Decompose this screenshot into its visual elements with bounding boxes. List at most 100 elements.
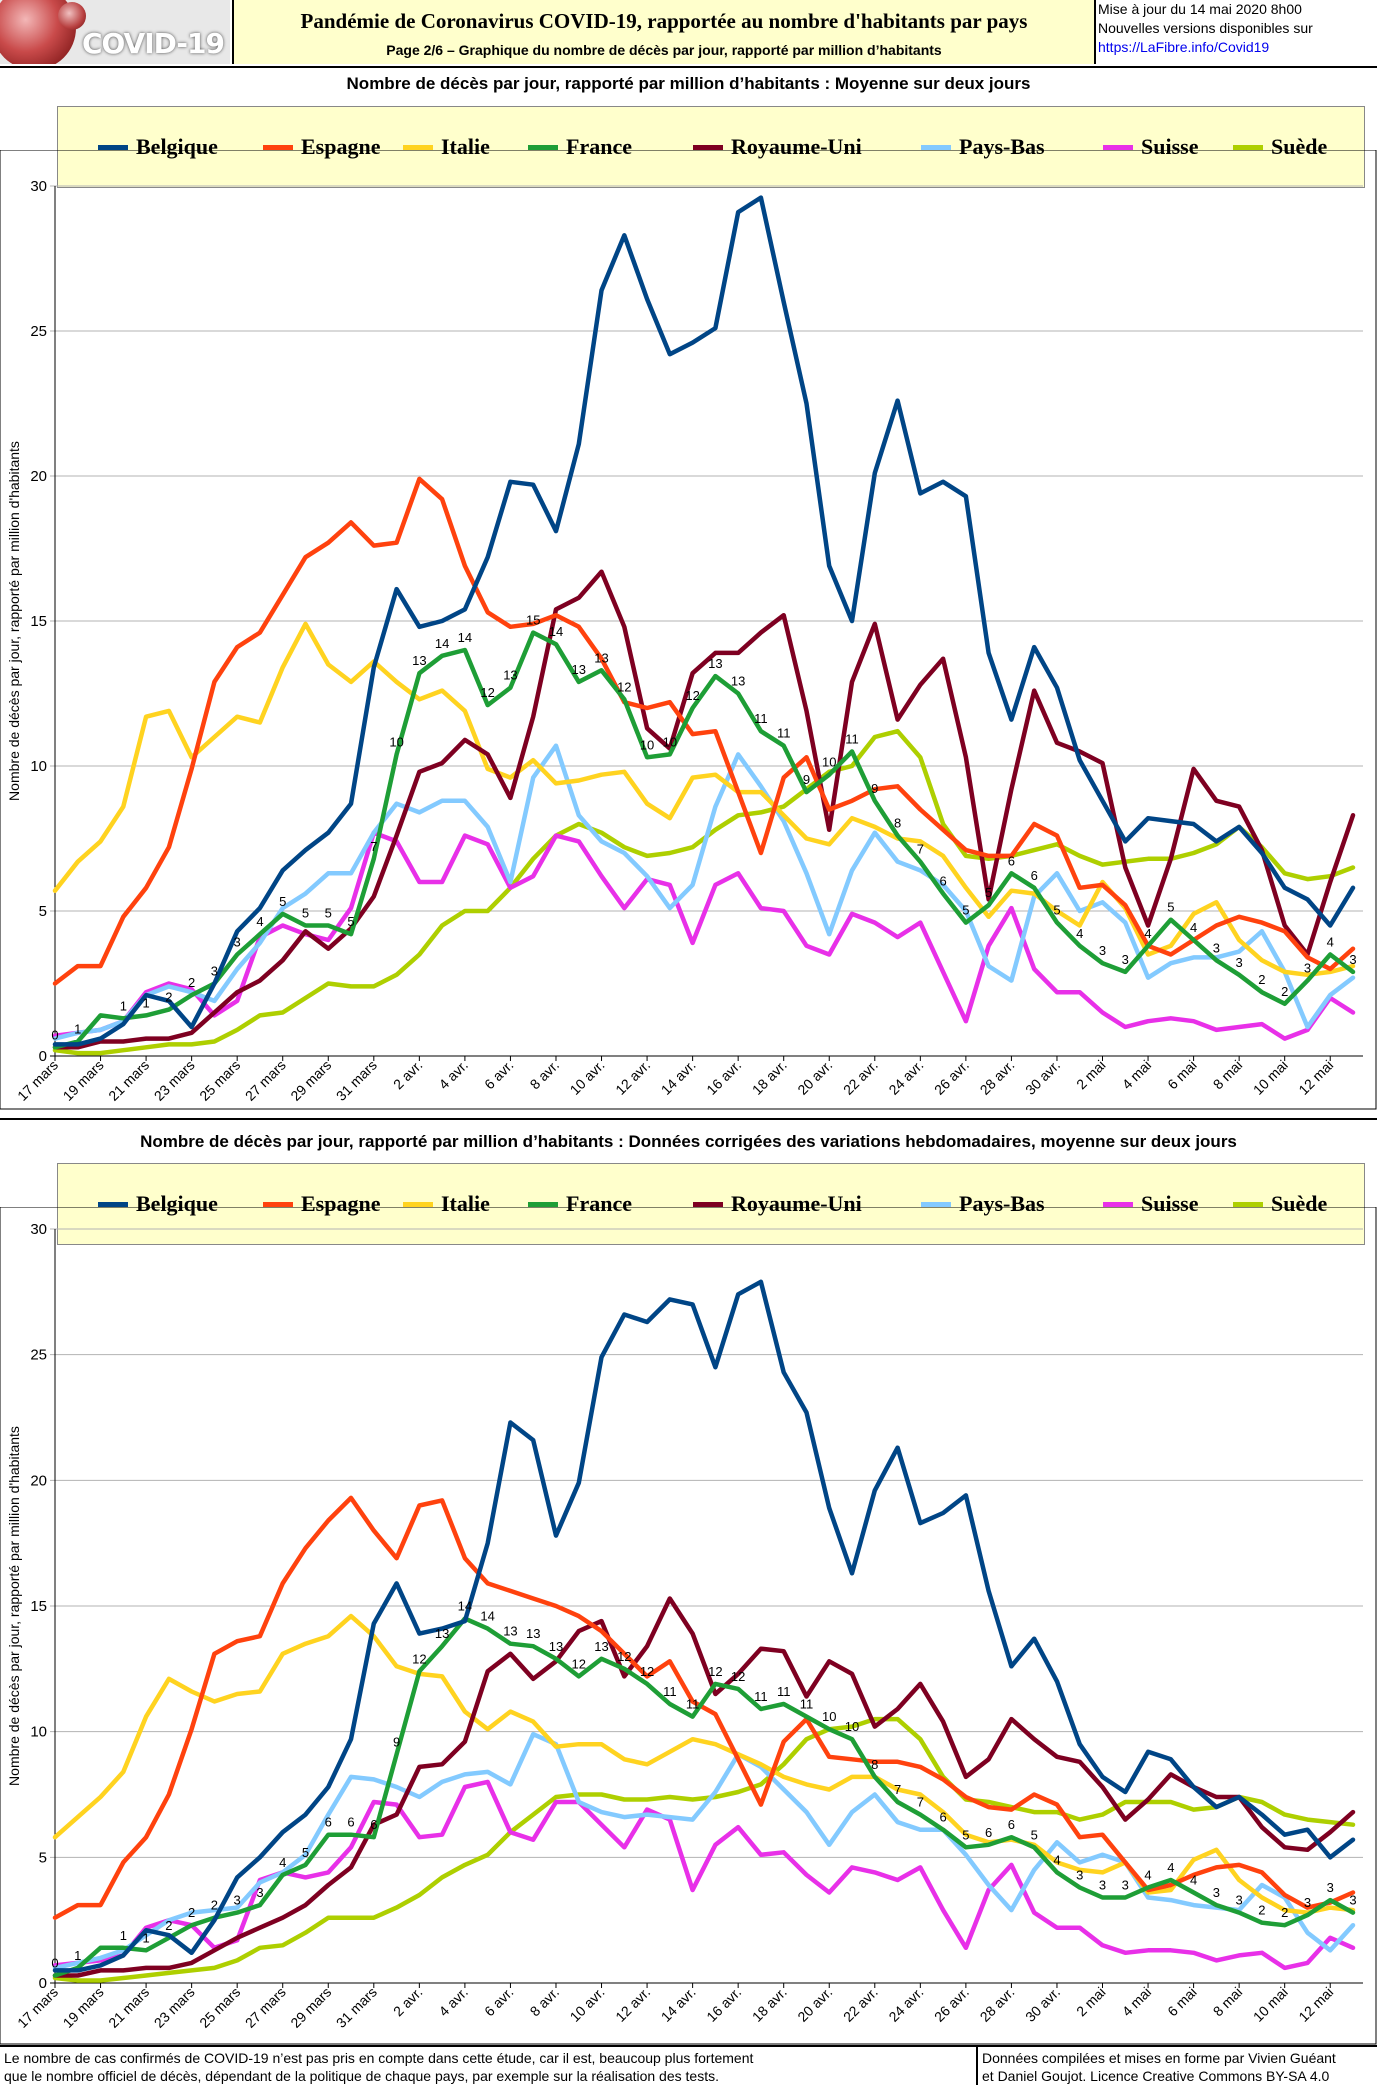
x-tick-label: 23 mars <box>151 1057 198 1104</box>
data-label: 7 <box>370 839 377 854</box>
legend-swatch <box>1233 1201 1263 1207</box>
series-line-italie <box>52 621 1356 978</box>
data-label: 3 <box>1304 961 1311 976</box>
data-label: 14 <box>435 636 449 651</box>
data-label: 14 <box>480 1609 494 1624</box>
data-label: 12 <box>640 1664 654 1679</box>
data-label: 1 <box>120 998 127 1013</box>
x-tick-label: 2 mai <box>1073 1984 1109 2020</box>
chart2-legend: Belgique Espagne Italie France Royaume-Uni Pa… <box>57 1163 1365 1245</box>
x-tick-label: 2 mai <box>1073 1057 1109 1093</box>
data-label: 5 <box>962 903 969 918</box>
legend-label: Espagne <box>301 1191 381 1216</box>
data-label: 11 <box>800 1697 814 1712</box>
data-label: 2 <box>1258 972 1265 987</box>
x-tick-label: 17 mars <box>14 1984 61 2031</box>
data-label: 13 <box>594 650 608 665</box>
data-label: 5 <box>1167 900 1174 915</box>
update-link[interactable]: https://LaFibre.info/Covid19 <box>1098 39 1270 55</box>
y-tick-label: 0 <box>39 1975 47 1992</box>
data-label: 8 <box>894 816 901 831</box>
data-label: 0 <box>51 1027 58 1042</box>
data-label: 5 <box>302 1845 309 1860</box>
x-tick-label: 18 avr. <box>749 1984 790 2025</box>
legend-swatch <box>1103 144 1133 150</box>
data-label: 6 <box>1008 853 1015 868</box>
x-tick-label: 4 mai <box>1119 1057 1155 1093</box>
series-line-royaume-uni <box>52 569 1356 1050</box>
data-label: 5 <box>985 885 992 900</box>
data-label: 9 <box>871 781 878 796</box>
update-box: Mise à jour du 14 mai 2020 8h00 Nouvelle… <box>1098 0 1373 64</box>
data-label: 3 <box>234 935 241 950</box>
data-label: 12 <box>572 1656 586 1671</box>
data-label: 10 <box>822 1709 836 1724</box>
data-label: 2 <box>165 1918 172 1933</box>
x-tick-label: 16 avr. <box>703 1057 744 1098</box>
data-label: 12 <box>617 1649 631 1664</box>
x-tick-label: 20 avr. <box>794 1057 835 1098</box>
data-label: 2 <box>1281 1905 1288 1920</box>
legend-label: Royaume-Uni <box>731 1191 862 1216</box>
legend-swatch <box>98 144 128 150</box>
data-label: 11 <box>845 732 859 747</box>
x-tick-label: 24 avr. <box>885 1984 926 2025</box>
data-label: 6 <box>939 1810 946 1825</box>
data-label: 2 <box>211 1898 218 1913</box>
footer-credits-line2: et Daniel Goujot. Licence Creative Commo… <box>982 2068 1330 2084</box>
x-tick-label: 12 avr. <box>612 1057 653 1098</box>
x-tick-label: 8 mai <box>1210 1984 1246 2020</box>
data-label: 3 <box>1122 1878 1129 1893</box>
data-label: 11 <box>754 1689 768 1704</box>
x-tick-label: 30 avr. <box>1022 1984 1063 2025</box>
data-label: 10 <box>640 737 654 752</box>
x-tick-label: 6 avr. <box>481 1984 517 2020</box>
y-axis-label: Nombre de décès par jour, rapporté par m… <box>6 1426 22 1786</box>
x-tick-label: 8 avr. <box>527 1984 563 2020</box>
data-label: 3 <box>1236 955 1243 970</box>
x-tick-label: 12 mai <box>1295 1984 1336 2025</box>
y-tick-label: 20 <box>30 1472 47 1489</box>
series-line-belgique <box>52 1279 1356 1973</box>
data-label: 3 <box>1213 940 1220 955</box>
data-label: 5 <box>279 894 286 909</box>
data-label: 13 <box>526 1626 540 1641</box>
y-tick-label: 10 <box>30 758 47 775</box>
legend-label: Pays-Bas <box>959 1191 1045 1216</box>
data-label: 13 <box>708 656 722 671</box>
x-tick-label: 28 avr. <box>977 1057 1018 1098</box>
x-tick-label: 10 mai <box>1250 1057 1291 1098</box>
x-tick-label: 23 mars <box>151 1984 198 2031</box>
data-label: 13 <box>435 1626 449 1641</box>
x-tick-label: 18 avr. <box>749 1057 790 1098</box>
page-header: COVID-19 Pandémie de Coronavirus COVID-1… <box>0 0 1377 68</box>
legend-swatch <box>403 144 433 150</box>
legend-label: Suisse <box>1141 134 1199 159</box>
legend-label: Royaume-Uni <box>731 134 862 159</box>
x-tick-label: 10 mai <box>1250 1984 1291 2025</box>
data-label: 14 <box>458 630 472 645</box>
x-tick-label: 20 avr. <box>794 1984 835 2025</box>
footer-credits-line1: Données compilées et mises en forme par … <box>982 2050 1336 2066</box>
logo-text: COVID-19 <box>81 27 225 60</box>
title-box: Pandémie de Coronavirus COVID-19, rappor… <box>232 0 1096 64</box>
data-label: 6 <box>1008 1817 1015 1832</box>
x-tick-label: 28 avr. <box>977 1984 1018 2025</box>
legend-item-suède: Suède <box>1233 107 1327 187</box>
x-tick-label: 22 avr. <box>840 1984 881 2025</box>
y-tick-label: 25 <box>30 323 47 340</box>
footer: Le nombre de cas confirmés de COVID-19 n… <box>0 2045 1377 2087</box>
series-line-suisse <box>52 1779 1356 1971</box>
x-tick-label: 4 avr. <box>435 1057 471 1093</box>
legend-label: Suède <box>1271 134 1328 159</box>
x-tick-label: 16 avr. <box>703 1984 744 2025</box>
y-tick-label: 10 <box>30 1724 47 1741</box>
data-label: 6 <box>939 874 946 889</box>
data-label: 6 <box>1031 868 1038 883</box>
x-tick-label: 17 mars <box>14 1057 61 1104</box>
data-label: 3 <box>1349 1893 1356 1908</box>
x-tick-label: 30 avr. <box>1022 1057 1063 1098</box>
data-label: 11 <box>754 711 768 726</box>
legend-swatch <box>693 1201 723 1207</box>
